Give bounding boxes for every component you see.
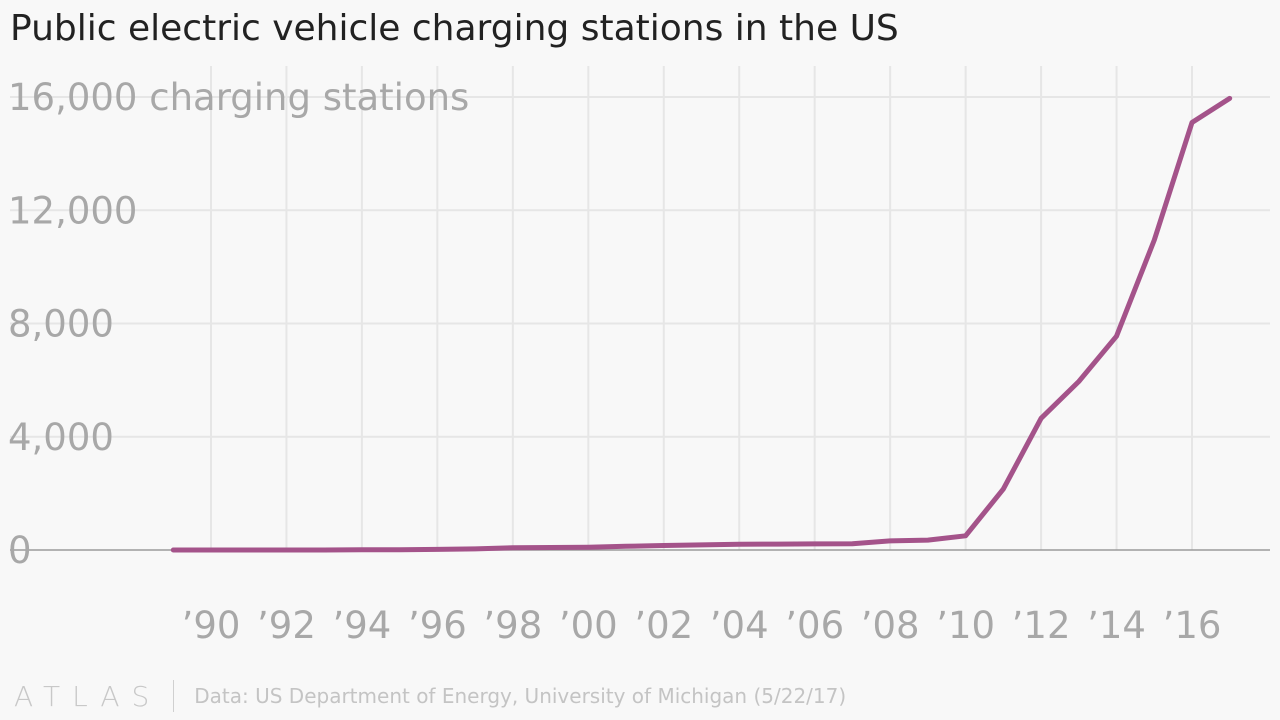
axes: ’90 ’92 ’94 ’96 ’98 ’00 ’02 ’04 ’06 ’08 ’10 ’12 ’14 ’… xyxy=(8,76,1221,647)
grid xyxy=(10,66,1270,551)
y-tick-label: 0 xyxy=(8,529,32,572)
y-tick-label: 12,000 xyxy=(8,189,137,232)
y-axis-unit-label: charging stations xyxy=(137,76,469,119)
source-note: Data: US Department of Energy, Universit… xyxy=(194,684,847,708)
x-tick-label: ’14 xyxy=(1087,604,1146,647)
x-tick-label: ’94 xyxy=(333,604,392,647)
x-tick-label: ’00 xyxy=(559,604,618,647)
y-tick-label: 8,000 xyxy=(8,303,114,346)
series-line xyxy=(170,95,1233,553)
x-tick-label: ’92 xyxy=(257,604,316,647)
x-tick-label: ’98 xyxy=(483,604,542,647)
x-tick-label: ’16 xyxy=(1163,604,1222,647)
footer: ATLAS Data: US Department of Energy, Uni… xyxy=(14,679,847,713)
x-tick-label: ’90 xyxy=(182,604,241,647)
x-tick-label: ’96 xyxy=(408,604,467,647)
x-tick-label: ’06 xyxy=(785,604,844,647)
x-tick-label: ’02 xyxy=(634,604,693,647)
series-layer xyxy=(170,95,1233,553)
y-tick-label: 16,000 charging stations xyxy=(8,76,469,119)
x-tick-label: ’08 xyxy=(861,604,920,647)
x-tick-label: ’12 xyxy=(1012,604,1071,647)
x-tick-label: ’10 xyxy=(936,604,995,647)
x-tick-label: ’04 xyxy=(710,604,769,647)
footer-divider xyxy=(173,680,175,712)
chart-title: Public electric vehicle charging station… xyxy=(10,8,899,49)
atlas-logo[interactable]: ATLAS xyxy=(14,679,162,713)
y-tick-label: 4,000 xyxy=(8,416,114,459)
